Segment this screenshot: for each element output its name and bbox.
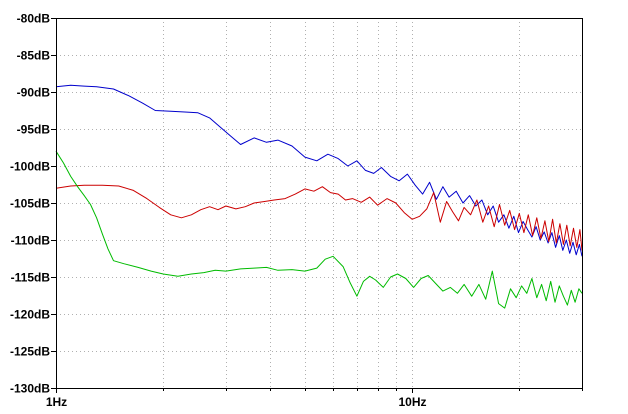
y-tick-label: -95dB	[17, 123, 51, 137]
y-tick-label: -125dB	[10, 345, 50, 359]
y-tick-label: -90dB	[17, 86, 51, 100]
y-tick-label: -115dB	[11, 271, 51, 285]
x-tick-label: 1Hz	[46, 395, 67, 409]
y-tick-label: -100dB	[10, 160, 50, 174]
y-tick-label: -80dB	[17, 12, 51, 26]
series-lines	[55, 84, 583, 309]
x-tick-label: 10Hz	[398, 395, 426, 409]
grid	[56, 18, 583, 389]
y-tick-label: -105dB	[10, 197, 50, 211]
x-axis-ticks: 1Hz 10Hz	[46, 388, 583, 409]
plot-frame	[56, 18, 583, 389]
y-tick-label: -130dB	[10, 382, 50, 396]
series-red-line	[55, 184, 583, 251]
y-tick-label: -120dB	[10, 308, 50, 322]
series-blue-line	[55, 84, 583, 257]
y-axis-ticks: -80dB -85dB -90dB -95dB -100dB -105dB -110dB -1…	[10, 12, 56, 396]
y-tick-label: -110dB	[11, 234, 51, 248]
y-tick-label: -85dB	[17, 49, 51, 63]
series-green-line	[55, 150, 583, 309]
